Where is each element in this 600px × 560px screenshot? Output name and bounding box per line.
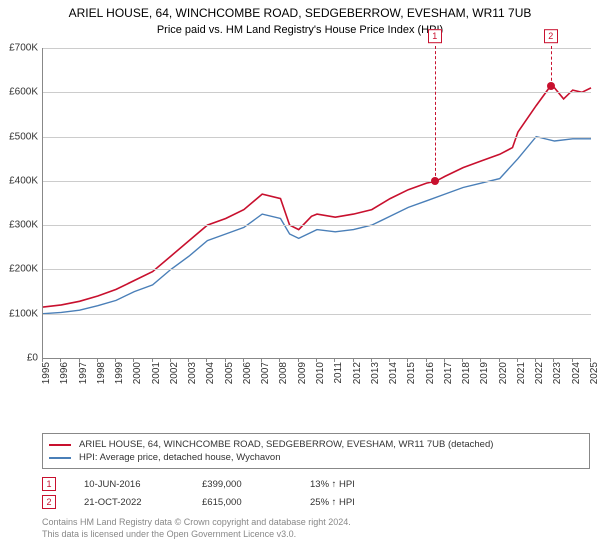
legend-label: HPI: Average price, detached house, Wych… (79, 452, 280, 463)
chart-title: ARIEL HOUSE, 64, WINCHCOMBE ROAD, SEDGEB… (0, 0, 600, 22)
sale-hpi: 25% ↑ HPI (310, 497, 390, 508)
legend-item: ARIEL HOUSE, 64, WINCHCOMBE ROAD, SEDGEB… (49, 438, 583, 451)
x-axis-label: 1997 (78, 362, 89, 384)
sales-list: 1 10-JUN-2016 £399,000 13% ↑ HPI 2 21-OCT-202… (42, 475, 590, 511)
x-axis-label: 2008 (278, 362, 289, 384)
x-axis-label: 2013 (370, 362, 381, 384)
sale-marker-dot (431, 177, 439, 185)
x-axis-label: 2005 (224, 362, 235, 384)
sale-marker-line (551, 46, 552, 86)
x-axis-label: 2000 (132, 362, 143, 384)
x-axis-label: 2018 (461, 362, 472, 384)
attribution: Contains HM Land Registry data © Crown c… (42, 511, 590, 540)
legend-swatch (49, 457, 71, 459)
gridline (43, 137, 591, 138)
gridline (43, 269, 591, 270)
sale-price: £615,000 (202, 497, 282, 508)
x-axis-label: 2003 (187, 362, 198, 384)
x-axis-label: 2006 (242, 362, 253, 384)
x-axis-label: 2004 (205, 362, 216, 384)
x-axis-label: 1996 (59, 362, 70, 384)
x-axis-label: 2009 (297, 362, 308, 384)
sale-row: 2 21-OCT-2022 £615,000 25% ↑ HPI (42, 493, 590, 511)
sale-hpi: 13% ↑ HPI (310, 479, 390, 490)
x-axis-label: 2020 (498, 362, 509, 384)
sale-marker-badge: 2 (544, 29, 558, 43)
x-axis-label: 1998 (96, 362, 107, 384)
x-axis-label: 2019 (479, 362, 490, 384)
y-axis-label: £100K (0, 308, 38, 319)
gridline (43, 225, 591, 226)
x-axis-label: 2025 (589, 362, 600, 384)
sale-badge: 1 (42, 477, 56, 491)
legend-item: HPI: Average price, detached house, Wych… (49, 451, 583, 464)
sale-price: £399,000 (202, 479, 282, 490)
y-axis-label: £600K (0, 87, 38, 98)
y-axis-label: £300K (0, 220, 38, 231)
x-axis-label: 2012 (352, 362, 363, 384)
gridline (43, 181, 591, 182)
x-axis-label: 2011 (333, 362, 344, 384)
chart-subtitle: Price paid vs. HM Land Registry's House … (0, 22, 600, 36)
x-axis-label: 2001 (151, 362, 162, 384)
x-axis-label: 2010 (315, 362, 326, 384)
sale-date: 10-JUN-2016 (84, 479, 174, 490)
x-axis-label: 2014 (388, 362, 399, 384)
gridline (43, 48, 591, 49)
line-chart-svg (43, 48, 591, 358)
attribution-line: This data is licensed under the Open Gov… (42, 529, 590, 541)
plot-region: 12 (42, 48, 591, 359)
x-axis-label: 1995 (41, 362, 52, 384)
x-axis-label: 2024 (571, 362, 582, 384)
y-axis-label: £200K (0, 264, 38, 275)
x-axis-label: 2022 (534, 362, 545, 384)
sale-date: 21-OCT-2022 (84, 497, 174, 508)
x-axis-label: 2015 (406, 362, 417, 384)
x-axis-label: 2007 (260, 362, 271, 384)
sale-marker-badge: 1 (428, 29, 442, 43)
series-line (43, 86, 591, 308)
sale-marker-dot (547, 82, 555, 90)
y-axis-label: £0 (0, 353, 38, 364)
chart-footer: ARIEL HOUSE, 64, WINCHCOMBE ROAD, SEDGEB… (42, 433, 590, 540)
legend-box: ARIEL HOUSE, 64, WINCHCOMBE ROAD, SEDGEB… (42, 433, 590, 469)
attribution-line: Contains HM Land Registry data © Crown c… (42, 517, 590, 529)
y-axis-label: £500K (0, 131, 38, 142)
sale-marker-line (435, 46, 436, 181)
x-axis-label: 2023 (552, 362, 563, 384)
y-axis-label: £700K (0, 43, 38, 54)
sale-badge: 2 (42, 495, 56, 509)
x-axis-label: 2002 (169, 362, 180, 384)
x-axis-label: 2017 (443, 362, 454, 384)
x-axis-label: 1999 (114, 362, 125, 384)
legend-swatch (49, 444, 71, 446)
x-axis-label: 2016 (425, 362, 436, 384)
gridline (43, 314, 591, 315)
legend-label: ARIEL HOUSE, 64, WINCHCOMBE ROAD, SEDGEB… (79, 439, 493, 450)
y-axis-label: £400K (0, 175, 38, 186)
x-axis-label: 2021 (516, 362, 527, 384)
sale-row: 1 10-JUN-2016 £399,000 13% ↑ HPI (42, 475, 590, 493)
chart-area: 12 £0£100K£200K£300K£400K£500K£600K£700K… (42, 48, 590, 398)
gridline (43, 92, 591, 93)
